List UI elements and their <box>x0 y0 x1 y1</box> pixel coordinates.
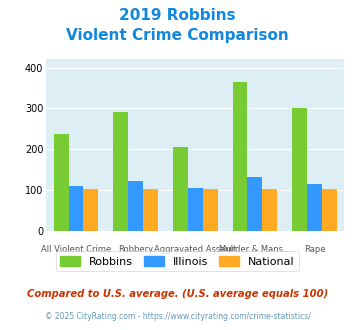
Bar <box>322 189 337 231</box>
Text: Rape: Rape <box>304 245 325 254</box>
Bar <box>128 181 143 231</box>
Text: Murder & Mans...: Murder & Mans... <box>219 245 291 254</box>
Bar <box>83 189 98 231</box>
Bar <box>69 186 83 231</box>
Text: Aggravated Assault: Aggravated Assault <box>154 245 236 254</box>
Bar <box>203 189 218 231</box>
Text: © 2025 CityRating.com - https://www.cityrating.com/crime-statistics/: © 2025 CityRating.com - https://www.city… <box>45 312 310 321</box>
Text: All Violent Crime: All Violent Crime <box>41 245 111 254</box>
Bar <box>292 108 307 231</box>
Bar <box>233 82 247 231</box>
Bar <box>113 112 128 231</box>
Text: Robbery: Robbery <box>118 245 153 254</box>
Bar <box>54 134 69 231</box>
Bar <box>247 177 262 231</box>
Bar <box>262 189 277 231</box>
Bar <box>188 188 203 231</box>
Text: Compared to U.S. average. (U.S. average equals 100): Compared to U.S. average. (U.S. average … <box>27 289 328 299</box>
Legend: Robbins, Illinois, National: Robbins, Illinois, National <box>56 251 299 271</box>
Bar <box>307 184 322 231</box>
Bar <box>173 147 188 231</box>
Text: Violent Crime Comparison: Violent Crime Comparison <box>66 28 289 43</box>
Bar <box>143 189 158 231</box>
Text: 2019 Robbins: 2019 Robbins <box>119 8 236 23</box>
